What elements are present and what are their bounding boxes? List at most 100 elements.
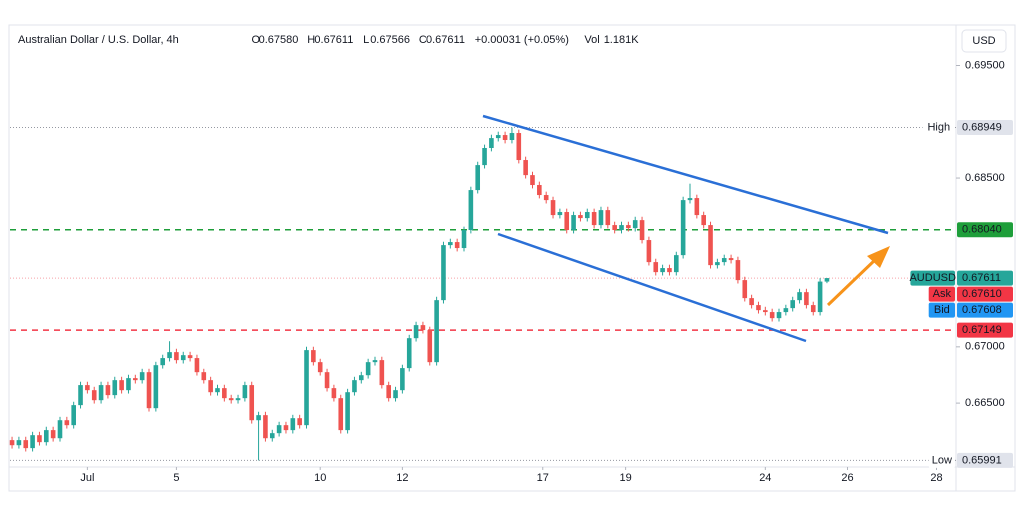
tag-name: AUDUSD <box>909 272 956 284</box>
candle-body <box>365 362 371 376</box>
field-key: L <box>363 34 369 46</box>
candle-body <box>769 312 775 319</box>
candle-body <box>687 198 693 201</box>
candle-body <box>345 392 350 431</box>
candle-body <box>817 281 823 313</box>
candle-body <box>824 278 830 282</box>
field-key: C <box>419 34 427 46</box>
candle-body <box>790 300 796 309</box>
candle-body <box>721 258 727 263</box>
currency-label: USD <box>972 35 995 47</box>
price-tag-label: 0.67610 <box>962 288 1002 300</box>
chart-frame <box>8 24 1016 492</box>
candle-body <box>276 425 282 434</box>
tag-name-box <box>922 120 955 136</box>
candle-body <box>454 242 460 249</box>
tag-name-box <box>928 302 955 318</box>
symbol-title: Australian Dollar / U.S. Dollar, 4h <box>18 34 179 46</box>
candle-body <box>728 258 734 261</box>
candle-body <box>30 435 35 449</box>
field-value: 0.67611 <box>426 34 465 46</box>
candle-body <box>749 298 754 306</box>
candle-body <box>598 210 604 226</box>
candle-body <box>626 225 631 229</box>
candle-body <box>78 385 83 406</box>
candle-body <box>516 133 522 161</box>
candle-body <box>468 190 474 231</box>
channel-upper <box>482 114 889 235</box>
currency-button[interactable] <box>961 29 1007 53</box>
candle-body <box>50 430 56 439</box>
candle-body <box>584 212 590 219</box>
x-tick-label: 19 <box>619 472 631 484</box>
candle-body <box>537 185 542 196</box>
candle-body <box>742 280 748 299</box>
candle-body <box>297 418 302 426</box>
field-key: O <box>252 34 261 46</box>
tag-name-box <box>928 452 955 468</box>
candle-body <box>413 325 419 339</box>
price-tag <box>957 120 1013 136</box>
candle-body <box>763 310 768 313</box>
candle-body <box>509 133 515 141</box>
candle-body <box>386 385 391 399</box>
candle-body <box>153 365 159 409</box>
candle-body <box>810 305 816 313</box>
candle-body <box>57 420 63 439</box>
candle-body <box>578 215 583 219</box>
candle-body <box>338 398 344 431</box>
tag-name: Bid <box>934 304 950 316</box>
price-tag-label: 0.68040 <box>962 224 1002 236</box>
field-value: 0.67611 <box>314 34 353 46</box>
candle-body <box>502 135 508 141</box>
candle-body <box>612 225 617 231</box>
candle-body <box>715 262 720 266</box>
candle-body <box>605 210 611 226</box>
price-tag <box>957 270 1013 286</box>
tag-name-box <box>928 286 955 302</box>
candle-body <box>133 378 138 381</box>
candle-body <box>269 433 275 439</box>
x-tick-label: 12 <box>396 472 408 484</box>
candle-body <box>208 380 213 393</box>
field-value: +0.00031 (+0.05%) <box>475 34 569 46</box>
candle-body <box>331 388 337 399</box>
tag-name: High <box>927 121 950 133</box>
candle-body <box>16 440 22 446</box>
x-tick-label: 5 <box>173 472 179 484</box>
candle-body <box>311 350 316 363</box>
candle-body <box>358 375 364 381</box>
field-key: Vol <box>584 34 599 46</box>
candle-body <box>9 440 15 446</box>
candle-body <box>461 230 467 249</box>
candle-body <box>112 380 118 396</box>
candle-body <box>194 358 200 373</box>
field-value: 0.67566 <box>370 34 410 46</box>
plot-area <box>9 127 956 461</box>
candle-body <box>783 308 789 313</box>
candle-body <box>489 138 494 148</box>
candle-body <box>379 360 385 386</box>
candle-body <box>667 268 672 273</box>
candle-body <box>242 385 248 399</box>
field-value: 1.181K <box>604 34 640 46</box>
candle-body <box>139 372 145 381</box>
price-tag-label: 0.65991 <box>962 454 1002 466</box>
candle-body <box>653 262 659 273</box>
candle-body <box>543 195 549 201</box>
candle-body <box>591 212 597 226</box>
candle-body <box>406 338 412 369</box>
candle-body <box>187 355 193 359</box>
candle-body <box>222 388 227 399</box>
candle-body <box>571 215 576 231</box>
candle-body <box>180 355 186 361</box>
candle-body <box>756 305 761 311</box>
tag-name-box <box>910 270 955 286</box>
field-value: 0.67580 <box>259 34 299 46</box>
candle-body <box>228 398 234 401</box>
candle-body <box>64 420 70 426</box>
candle-body <box>256 415 261 421</box>
candle-body <box>434 300 439 363</box>
price-tag-label: 0.68949 <box>962 121 1002 133</box>
candle-body <box>646 240 652 263</box>
